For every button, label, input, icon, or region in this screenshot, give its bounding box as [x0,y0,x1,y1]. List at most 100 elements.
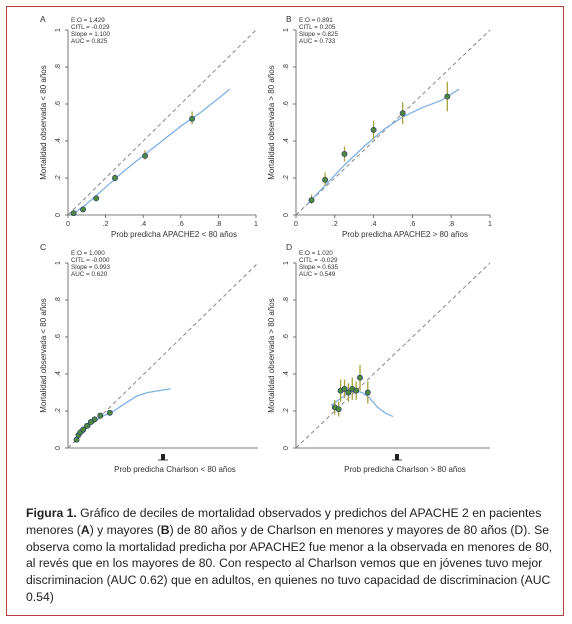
y-tick-label: .4 [55,371,62,377]
stat-line: Slope = 0.825 [299,31,339,38]
stat-line: Slope = 0.635 [299,264,339,271]
caption-ref-a: A [80,522,90,537]
y-tick-label: 0 [55,213,62,217]
histogram-spike [161,454,165,460]
caption-ref-b: B [160,522,170,537]
data-point [399,110,406,117]
data-point [364,389,371,396]
y-tick-label: .6 [55,101,62,107]
stat-line: E:O = 0.891 [299,17,333,24]
y-tick-label: .8 [55,64,62,70]
reference-line [295,29,491,216]
x-tick-label: .6 [178,221,184,228]
stat-line: E:O = 1.429 [71,17,105,24]
smooth-calibration-line [75,388,171,442]
x-axis-label: Prob predicha Charlson > 80 años [344,465,466,474]
y-tick-label: 1 [55,261,62,265]
stat-line: AUC = 0.733 [299,38,336,45]
x-tick-label: .2 [332,221,338,228]
x-axis-label: Prob predicha APACHE2 < 80 años [111,230,237,239]
y-tick-label: .6 [283,101,290,107]
y-axis-label: Mortalidad observada > 80 años [267,65,276,180]
y-axis-label: Mortalidad observada > 80 años [267,298,276,413]
caption-text-2: ) y mayores ( [89,522,161,537]
x-tick-label: 0 [66,221,70,228]
panel-label: A [40,14,46,24]
data-point [91,416,98,423]
y-tick-label: 0 [55,446,62,450]
data-point [189,115,196,122]
x-tick-label: .6 [409,221,415,228]
stat-line: Slope = 0.993 [71,264,111,271]
x-axis-label: Prob predicha Charlson < 80 años [114,465,236,474]
panel-label: C [40,242,46,252]
x-tick-label: .4 [371,221,377,228]
data-point [84,422,90,429]
figure-caption: Figura 1. Gráfico de deciles de mortalid… [26,505,554,606]
reference-line [295,262,491,449]
y-tick-label: 1 [283,28,290,32]
data-point [70,210,77,217]
data-point [106,409,113,416]
y-tick-label: .8 [283,297,290,303]
data-point [341,385,348,392]
x-tick-label: 1 [488,221,492,228]
y-tick-label: .4 [55,138,62,144]
data-point [93,195,100,202]
stat-line: E:O = 1.000 [71,250,105,257]
stat-line: AUC = 0.549 [299,271,336,278]
caption-text-1: Gráfico de deciles de mortalidad observa… [26,506,542,537]
data-point [370,126,377,133]
data-point [353,387,360,394]
data-point [322,176,329,183]
y-tick-label: 1 [283,261,290,265]
stat-line: CITL = -0.029 [299,257,338,264]
data-point [335,406,342,413]
panel-label: D [286,242,292,252]
y-tick-label: .6 [55,334,62,340]
y-tick-label: .2 [55,408,62,414]
stat-line: CITL = -0.029 [71,24,110,31]
data-point [341,150,348,157]
panel-d: D 0 .2 .4 .6 .8 1 Mortalidad observada > 80 año… [267,242,491,474]
data-point [142,152,149,159]
reference-line [67,29,257,216]
panel-label: B [286,14,292,24]
y-tick-label: .2 [283,408,290,414]
data-point [345,389,352,396]
y-tick-label: .8 [283,64,290,70]
stat-line: Slope = 1.100 [71,31,111,38]
x-tick-label: .8 [215,221,221,228]
histogram-spike [395,454,399,460]
data-point [444,93,451,100]
y-tick-label: .2 [55,175,62,181]
y-tick-label: 1 [55,28,62,32]
x-tick-label: 0 [294,221,298,228]
data-point [97,412,104,419]
smooth-calibration-line [307,88,460,205]
x-axis-label: Prob predicha APACHE2 > 80 años [342,230,468,239]
stat-line: AUC = 0.825 [71,38,108,45]
y-tick-label: 0 [283,213,290,217]
data-point [357,374,363,381]
data-point [112,175,118,181]
caption-text-3: ) de 80 años y de Charlson en menores y … [26,522,553,604]
data-point [80,206,86,213]
panel-c: C 0 .2 .4 .6 .8 1 Mortalidad observada < 80 año… [39,242,259,474]
y-tick-label: .6 [283,334,290,340]
caption-prefix: Figura 1. [26,506,77,520]
stat-line: AUC = 0.620 [71,271,108,278]
panel-a: A 0 .2 .4 .6 .8 1 0 .2 .4 .6 .8 1 Mortalidad observad… [39,14,258,239]
stat-line: E:O = 1.020 [299,250,333,257]
panel-b: B 0 .2 .4 .6 .8 1 0 .2 .4 .6 .8 1 Mortalidad observad… [267,14,492,239]
x-tick-label: 1 [254,221,258,228]
y-axis-label: Mortalidad observada < 80 años [39,298,48,413]
stat-line: CITL = -0.000 [71,257,110,264]
x-tick-label: .8 [448,221,454,228]
y-tick-label: .4 [283,138,290,144]
data-point [80,426,87,433]
data-point [308,197,315,204]
y-tick-label: 0 [283,446,290,450]
y-axis-label: Mortalidad observada < 80 años [39,65,48,180]
x-tick-label: .4 [140,221,146,228]
